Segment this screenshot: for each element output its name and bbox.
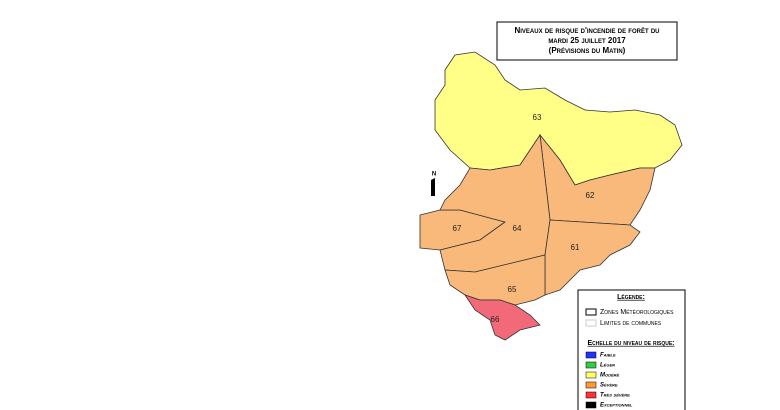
level-swatch	[585, 371, 597, 379]
level-label: Exceptionnel	[600, 403, 633, 409]
zone-label: 66	[491, 315, 500, 324]
legend-swatch	[585, 308, 597, 316]
zone-label: 65	[508, 285, 517, 294]
zone	[464, 294, 541, 341]
title-line: mardi 25 juillet 2017	[548, 36, 626, 45]
zone-label: 67	[453, 224, 462, 233]
zone-label: 64	[513, 224, 522, 233]
title-box	[496, 21, 678, 61]
level-swatch	[585, 391, 597, 399]
level-swatch	[585, 381, 597, 389]
level-swatch	[585, 361, 597, 369]
legend-title: Légende:	[617, 293, 645, 301]
legend-swatch	[585, 319, 597, 327]
legend-item: Limites de communes	[600, 320, 662, 327]
level-swatch	[585, 351, 597, 359]
north-arrow: N	[431, 172, 436, 196]
zone-label: 61	[571, 243, 580, 252]
zone	[544, 219, 641, 296]
zone-label: 63	[533, 113, 542, 122]
title-line: Niveaux de risque d'incendie de forêt du	[514, 26, 659, 35]
zone-label: 62	[586, 191, 595, 200]
level-label: Faible	[600, 353, 616, 359]
level-swatch	[585, 401, 597, 409]
level-label: Léger	[600, 363, 615, 369]
level-label: Sévère	[600, 383, 618, 389]
zone	[434, 51, 683, 186]
level-label: Modéré	[600, 373, 620, 379]
level-label: Très sévère	[600, 393, 630, 399]
title-line: (Prévisions du Matin)	[549, 46, 626, 55]
north-label: N	[432, 172, 436, 178]
scale-title: Echelle du niveau de risque:	[587, 340, 674, 347]
arrow-shape	[431, 178, 435, 196]
legend-item: Zones Météorologiques	[600, 309, 674, 316]
zones: 63 62 67 64 61 65 66	[419, 51, 683, 341]
